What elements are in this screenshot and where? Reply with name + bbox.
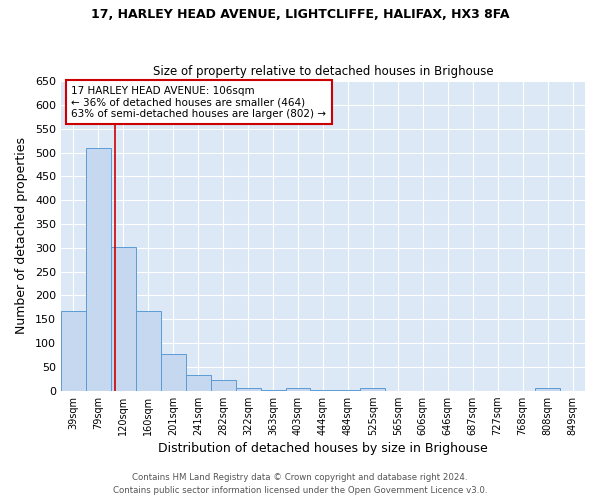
Bar (111, 247, 136, 390)
Bar (211, 380, 236, 390)
Text: 17, HARLEY HEAD AVENUE, LIGHTCLIFFE, HALIFAX, HX3 8FA: 17, HARLEY HEAD AVENUE, LIGHTCLIFFE, HAL… (91, 8, 509, 20)
Bar (61, 310, 86, 390)
Bar (86, 148, 111, 390)
Text: Contains HM Land Registry data © Crown copyright and database right 2024.
Contai: Contains HM Land Registry data © Crown c… (113, 474, 487, 495)
X-axis label: Distribution of detached houses by size in Brighouse: Distribution of detached houses by size … (158, 442, 488, 455)
Bar (161, 354, 186, 391)
Y-axis label: Number of detached properties: Number of detached properties (15, 138, 28, 334)
Bar (286, 388, 310, 390)
Bar (236, 388, 260, 390)
Bar (186, 375, 211, 390)
Bar (136, 310, 161, 390)
Bar (361, 388, 385, 390)
Title: Size of property relative to detached houses in Brighouse: Size of property relative to detached ho… (152, 66, 493, 78)
Text: 17 HARLEY HEAD AVENUE: 106sqm
← 36% of detached houses are smaller (464)
63% of : 17 HARLEY HEAD AVENUE: 106sqm ← 36% of d… (71, 86, 326, 119)
Bar (535, 388, 560, 390)
